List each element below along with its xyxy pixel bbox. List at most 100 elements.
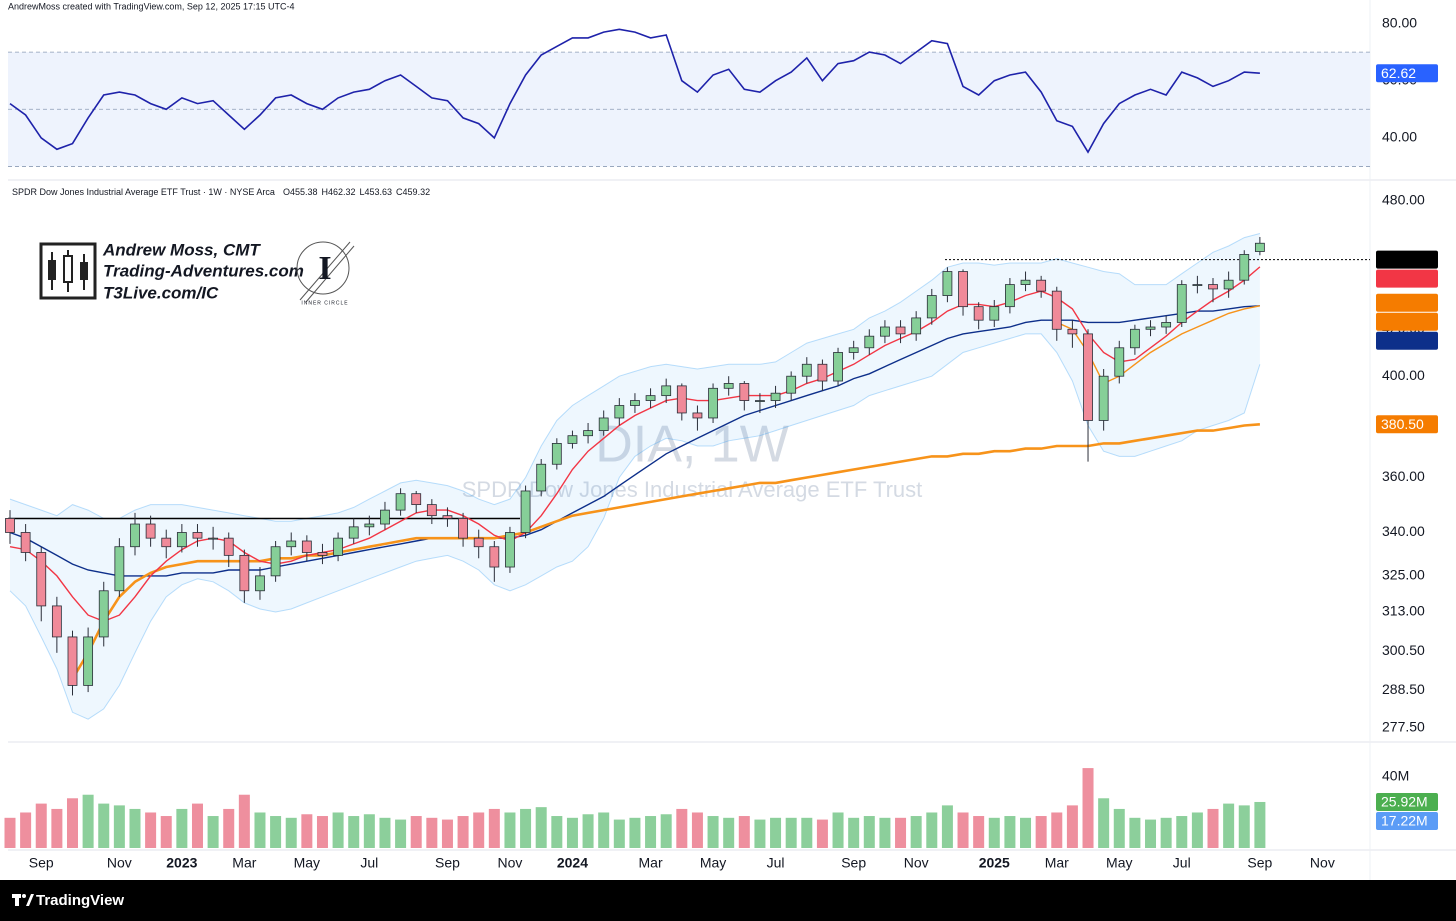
y-tick-label: 313.00 [1382, 603, 1425, 619]
volume-bar [1082, 768, 1094, 848]
price-label: 25.92M [1381, 794, 1428, 810]
volume-bar [926, 812, 938, 848]
price-label: 17.22M [1381, 813, 1428, 829]
volume-bar [1238, 805, 1250, 848]
candle-body [989, 306, 1000, 321]
volume-bar [848, 817, 860, 848]
candle-body [36, 552, 47, 607]
volume-bar [801, 817, 813, 848]
volume-bar [1160, 817, 1172, 848]
candle-body [817, 363, 828, 382]
y-tick-label: 277.50 [1382, 718, 1425, 734]
volume-bar [832, 812, 844, 848]
volume-bar [754, 819, 766, 848]
legend-field: C459.32 [396, 187, 430, 197]
volume-bar [348, 816, 360, 848]
rsi-line [9, 28, 1260, 154]
candle-body [1254, 242, 1265, 252]
candle-body [1114, 347, 1125, 377]
x-tick-label: Jul [360, 855, 378, 871]
volume-bar [1066, 805, 1078, 848]
x-tick-label: 2024 [557, 855, 588, 871]
candle-body [348, 526, 359, 539]
volume-bar [988, 817, 1000, 848]
x-tick-label: Nov [107, 855, 132, 871]
volume-bar [129, 808, 141, 848]
moving-average [9, 266, 1261, 623]
bollinger-edge [9, 233, 1261, 522]
volume-bar [1020, 817, 1032, 848]
header-credit: AndrewMoss created with TradingView.com,… [8, 1, 294, 11]
candle-body [83, 636, 94, 686]
candle-body [551, 443, 562, 465]
candle-body [661, 385, 672, 397]
volume-bar [660, 814, 672, 848]
y-tick-label: 325.00 [1382, 567, 1425, 583]
candle-body [864, 335, 875, 349]
candle-body [145, 523, 156, 539]
volume-bar [535, 807, 547, 848]
candle-body [1145, 326, 1156, 330]
candle-body [692, 412, 703, 419]
legend-field: L453.63 [360, 187, 393, 197]
candle-body [161, 537, 172, 548]
volume-bar [1129, 817, 1141, 848]
logo-icon [80, 262, 88, 280]
candle-body [1161, 322, 1172, 328]
volume-bar [520, 808, 532, 848]
candle-body [755, 400, 765, 402]
x-tick-label: Jul [1173, 855, 1191, 871]
logo-shape [15, 894, 19, 906]
candle-body [1020, 279, 1031, 285]
candle-body [942, 271, 953, 296]
volume-bar [1145, 819, 1157, 848]
candle-body [98, 590, 109, 638]
candle-body [1192, 284, 1203, 286]
bollinger-fill [10, 233, 1260, 720]
candle-body [130, 523, 140, 548]
volume-bar [113, 805, 125, 848]
candle-body [926, 295, 937, 319]
candle-body [473, 537, 484, 548]
badge-stroke [299, 241, 351, 301]
legend-field: O455.38 [283, 187, 318, 197]
candle-body [786, 375, 797, 394]
x-tick-label: May [700, 855, 726, 871]
volume-bar [363, 814, 375, 848]
candle-body [458, 518, 468, 539]
candle-body [20, 532, 31, 553]
candle-body [520, 490, 531, 533]
candle-body [208, 537, 219, 540]
volume-bar [160, 816, 172, 848]
candle-body [51, 605, 62, 638]
volume-bar [785, 817, 797, 848]
volume-bar [613, 819, 625, 848]
volume-bar [1035, 816, 1047, 848]
volume-bar [301, 814, 313, 848]
price-label-box [1376, 269, 1438, 288]
x-tick-label: Nov [1310, 855, 1335, 871]
logo-icon [48, 260, 56, 280]
footer-brand: TradingView [36, 892, 124, 909]
price-label-box [1376, 415, 1438, 434]
candle-body [848, 347, 859, 353]
brand-line: Trading-Adventures.com [103, 261, 304, 280]
volume-bar [82, 794, 94, 848]
x-tick-label: Nov [904, 855, 929, 871]
candle-body [895, 326, 906, 335]
volume-bar [441, 819, 453, 848]
candle-body [536, 463, 547, 492]
volume-bar [35, 803, 47, 848]
badge-letter: I [318, 250, 331, 287]
candle-body [911, 317, 922, 335]
candle-body [1083, 333, 1093, 421]
candle-body [1176, 284, 1187, 323]
candle-body [973, 306, 984, 321]
candle-body [380, 509, 390, 525]
candle-body [645, 395, 656, 401]
volume-bar [426, 817, 438, 848]
x-tick-label: Sep [435, 855, 460, 871]
candle-body [286, 540, 297, 548]
volume-bar [254, 812, 266, 848]
